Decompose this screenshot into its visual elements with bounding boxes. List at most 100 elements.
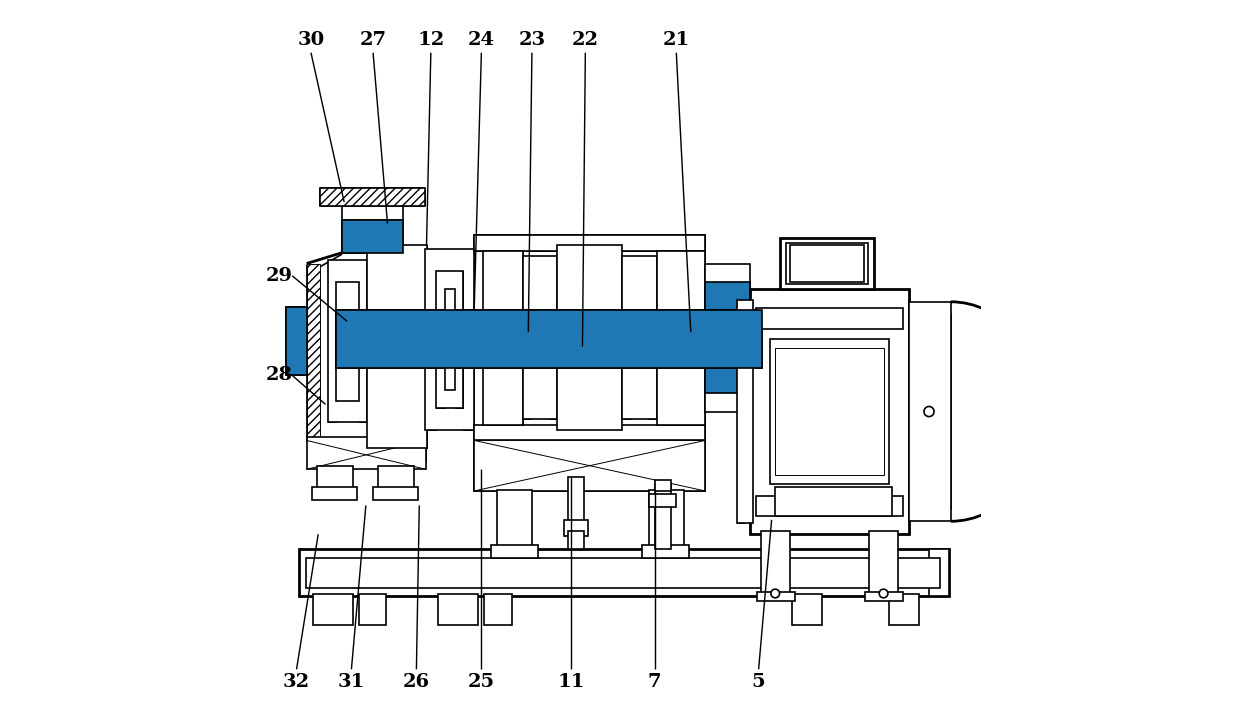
Bar <box>649 256 657 329</box>
Circle shape <box>924 406 934 417</box>
Bar <box>367 245 427 448</box>
Text: 24: 24 <box>467 31 495 48</box>
Polygon shape <box>474 440 706 491</box>
Bar <box>770 339 889 484</box>
Bar <box>358 594 386 625</box>
Text: 25: 25 <box>467 674 495 691</box>
Bar <box>758 592 795 601</box>
Bar <box>737 300 744 523</box>
Text: 28: 28 <box>265 367 293 384</box>
Text: 31: 31 <box>337 674 365 691</box>
Bar <box>655 480 671 491</box>
Bar <box>306 437 425 469</box>
Text: 23: 23 <box>518 31 546 48</box>
Bar <box>327 260 336 422</box>
Bar <box>464 249 474 430</box>
Circle shape <box>879 589 888 598</box>
Bar <box>568 531 584 549</box>
Bar <box>649 347 657 419</box>
Bar <box>482 251 494 425</box>
Bar <box>522 256 531 329</box>
Bar <box>445 289 455 390</box>
Bar <box>425 249 474 430</box>
Bar <box>474 235 706 251</box>
Bar <box>474 425 706 440</box>
Bar <box>306 558 940 588</box>
Bar <box>474 425 706 440</box>
Text: 29: 29 <box>265 267 293 284</box>
Bar <box>314 594 353 625</box>
Bar <box>358 260 367 422</box>
Bar <box>761 531 790 596</box>
Bar <box>522 347 531 419</box>
Bar <box>657 251 706 425</box>
Bar <box>869 531 898 596</box>
Bar <box>378 466 414 491</box>
Bar <box>286 307 306 375</box>
Bar <box>373 487 418 500</box>
Bar <box>568 477 584 523</box>
Text: 32: 32 <box>283 674 310 691</box>
Bar <box>327 260 367 422</box>
Bar <box>622 256 631 329</box>
Bar <box>482 251 522 425</box>
Bar <box>775 348 884 475</box>
Bar <box>286 307 306 375</box>
Bar <box>336 310 763 368</box>
Bar <box>306 264 320 440</box>
Bar <box>622 256 657 419</box>
Bar <box>790 245 864 282</box>
Bar <box>342 220 403 253</box>
Bar <box>436 354 445 408</box>
Bar <box>706 282 750 393</box>
Bar <box>649 494 676 507</box>
Bar <box>792 594 822 625</box>
Bar <box>929 549 950 596</box>
Bar <box>775 487 893 516</box>
Text: 22: 22 <box>572 31 599 48</box>
Bar <box>909 302 951 521</box>
Bar <box>367 245 381 448</box>
Bar <box>786 243 868 284</box>
Bar <box>299 549 949 596</box>
Bar <box>438 594 477 625</box>
Bar <box>737 300 753 523</box>
Bar <box>316 466 353 491</box>
Bar <box>889 594 919 625</box>
Bar <box>497 490 532 549</box>
Text: 21: 21 <box>662 31 689 48</box>
Bar <box>312 487 357 500</box>
Text: 5: 5 <box>751 674 765 691</box>
Bar <box>866 592 903 601</box>
Bar <box>641 545 688 558</box>
Bar <box>755 496 903 516</box>
Bar <box>320 188 425 206</box>
Bar <box>455 354 464 408</box>
Text: 12: 12 <box>417 31 444 48</box>
Bar <box>780 238 874 289</box>
Bar <box>436 271 445 325</box>
Bar <box>512 251 522 425</box>
Bar <box>548 256 557 329</box>
Bar <box>657 251 667 425</box>
Bar <box>548 347 557 419</box>
Bar <box>750 289 909 534</box>
Bar <box>649 490 683 549</box>
Circle shape <box>771 589 780 598</box>
Bar <box>564 520 588 536</box>
Bar <box>522 256 557 419</box>
Bar <box>336 310 763 368</box>
Bar <box>342 220 403 253</box>
Text: 27: 27 <box>360 31 387 48</box>
Bar <box>622 347 631 419</box>
Bar <box>694 251 706 425</box>
Bar <box>491 545 538 558</box>
Bar <box>474 235 706 251</box>
Bar <box>706 282 750 393</box>
Text: 11: 11 <box>557 674 584 691</box>
Bar <box>474 437 706 491</box>
Bar <box>474 235 706 440</box>
Bar <box>425 249 436 430</box>
Bar <box>655 484 671 549</box>
Text: 30: 30 <box>298 31 325 48</box>
